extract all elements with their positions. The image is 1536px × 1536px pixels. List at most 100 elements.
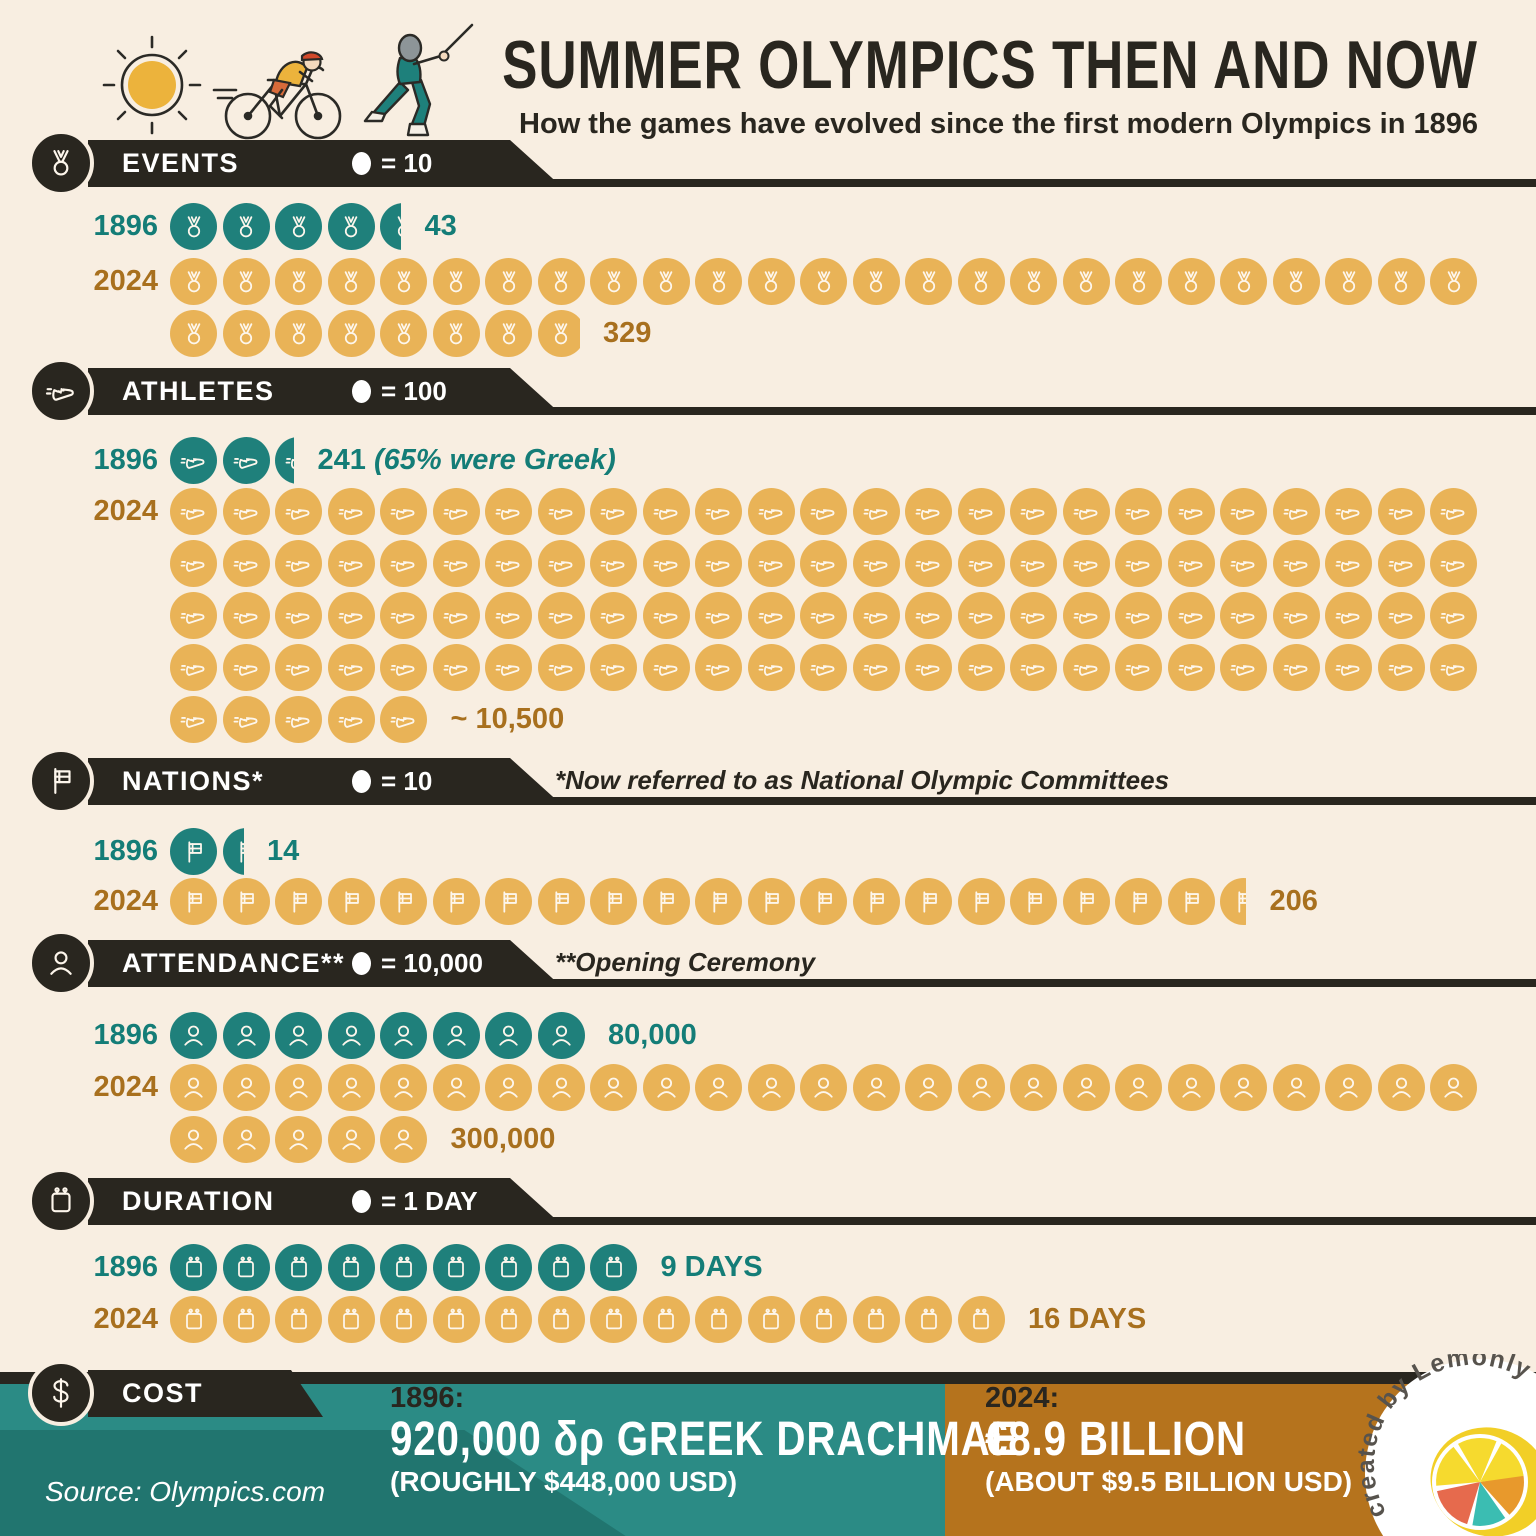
shoe-icon bbox=[852, 592, 900, 639]
banner-rule bbox=[540, 407, 1536, 415]
medal-icon bbox=[170, 258, 217, 305]
person-icon bbox=[222, 1064, 270, 1111]
attendance-section-banner: ATTENDANCE** = 10,000 **Opening Ceremony bbox=[0, 930, 1536, 996]
cost-1896-usd: (ROUGHLY $448,000 USD) bbox=[390, 1466, 738, 1497]
calendar-icon bbox=[537, 1296, 585, 1343]
banner-rule bbox=[540, 797, 1536, 805]
legend-text: = 100 bbox=[381, 376, 447, 406]
person-icon bbox=[1062, 1064, 1110, 1111]
shoe-icon bbox=[1377, 540, 1425, 587]
shoe-icon bbox=[170, 540, 217, 587]
shoe-icon bbox=[642, 644, 690, 691]
person-icon bbox=[275, 1012, 322, 1059]
medal-icon bbox=[432, 258, 480, 305]
person-icon bbox=[1010, 1064, 1057, 1111]
shoe-icon bbox=[380, 696, 427, 743]
events-section-banner: EVENTS = 10 bbox=[0, 130, 1536, 196]
flag-icon bbox=[905, 878, 952, 925]
shoe-icon bbox=[170, 437, 217, 484]
year-label-1896: 1896 bbox=[93, 1019, 158, 1051]
shoe-icon bbox=[1220, 540, 1267, 587]
medal-icon bbox=[537, 310, 580, 357]
shoe-icon bbox=[1377, 592, 1425, 639]
medal-icon bbox=[1377, 258, 1425, 305]
shoe-icon bbox=[957, 644, 1005, 691]
medal-icon bbox=[275, 203, 322, 250]
shoe-icon bbox=[1115, 644, 1162, 691]
partial-medal-icon bbox=[537, 310, 580, 357]
medal-icon bbox=[327, 203, 375, 250]
calendar-icon bbox=[327, 1244, 375, 1291]
calendar-icon bbox=[957, 1296, 1005, 1343]
shoe-icon bbox=[327, 592, 375, 639]
calendar-icon bbox=[170, 1244, 217, 1291]
banner-bar bbox=[88, 140, 562, 187]
partial-medal-icon bbox=[380, 203, 401, 250]
year-label-2024: 2024 bbox=[93, 1071, 158, 1103]
calendar-icon bbox=[380, 1244, 427, 1291]
shoe-icon bbox=[222, 696, 270, 743]
flag-icon bbox=[1220, 878, 1246, 925]
shoe-icon bbox=[1167, 540, 1215, 587]
shoe-icon bbox=[905, 644, 952, 691]
section-label: NATIONS* bbox=[122, 766, 265, 796]
partial-shoe-icon bbox=[275, 437, 294, 484]
medal-icon bbox=[327, 258, 375, 305]
person-icon bbox=[695, 1064, 742, 1111]
section-footnote: **Opening Ceremony bbox=[555, 947, 816, 977]
legend-dot-icon bbox=[352, 152, 371, 175]
medal-icon bbox=[1325, 258, 1372, 305]
calendar-icon bbox=[485, 1296, 532, 1343]
shoe-icon bbox=[327, 540, 375, 587]
medal-icon bbox=[1272, 258, 1320, 305]
flag-icon bbox=[800, 878, 847, 925]
shoe-icon bbox=[1325, 592, 1372, 639]
medal-icon bbox=[537, 258, 585, 305]
row-value-label: 329 bbox=[603, 317, 652, 349]
dollar-icon bbox=[28, 1360, 94, 1426]
medal-icon bbox=[695, 258, 742, 305]
medal-icon bbox=[222, 203, 270, 250]
calendar-icon bbox=[432, 1296, 480, 1343]
row-value-label: 14 bbox=[267, 835, 300, 867]
shoe-icon bbox=[170, 696, 217, 743]
row-value-label: 16 DAYS bbox=[1028, 1303, 1147, 1335]
shoe-icon bbox=[28, 358, 94, 424]
medal-icon bbox=[170, 310, 217, 357]
pictograph-line-athletes-2024 bbox=[170, 488, 1477, 535]
section-footnote: *Now referred to as National Olympic Com… bbox=[555, 765, 1170, 795]
cost-2024-amount: €8.9 BILLION bbox=[985, 1413, 1247, 1466]
shoe-icon bbox=[485, 644, 532, 691]
legend-text: = 1 DAY bbox=[381, 1186, 478, 1216]
calendar-icon bbox=[222, 1296, 270, 1343]
medal-icon bbox=[957, 258, 1005, 305]
pictograph-line-athletes-2024 bbox=[170, 592, 1477, 639]
cyclist-icon bbox=[212, 51, 342, 140]
pictograph-line-athletes-2024 bbox=[170, 644, 1477, 691]
shoe-icon bbox=[1062, 540, 1110, 587]
legend: = 10,000 bbox=[352, 940, 483, 987]
section-label: COST bbox=[122, 1378, 204, 1408]
shoe-icon bbox=[537, 592, 585, 639]
shoe-icon bbox=[1377, 644, 1425, 691]
calendar-icon bbox=[905, 1296, 952, 1343]
medal-icon bbox=[852, 258, 900, 305]
flag-icon bbox=[485, 878, 532, 925]
banner-rule bbox=[540, 179, 1536, 187]
year-label-2024: 2024 bbox=[93, 885, 158, 917]
medal-icon bbox=[222, 310, 270, 357]
calendar-icon bbox=[642, 1296, 690, 1343]
person-icon bbox=[380, 1012, 427, 1059]
shoe-icon bbox=[380, 644, 427, 691]
shoe-icon bbox=[1430, 592, 1477, 639]
shoe-icon bbox=[1272, 592, 1320, 639]
person-icon bbox=[642, 1064, 690, 1111]
shoe-icon bbox=[170, 644, 217, 691]
calendar-icon bbox=[590, 1296, 637, 1343]
pictograph-line-attendance-1896: 80,000 bbox=[170, 1012, 697, 1059]
fencer-icon bbox=[363, 23, 474, 137]
medal-icon bbox=[590, 258, 637, 305]
person-icon bbox=[327, 1012, 375, 1059]
shoe-icon bbox=[695, 540, 742, 587]
legend-text: = 10,000 bbox=[381, 948, 483, 978]
